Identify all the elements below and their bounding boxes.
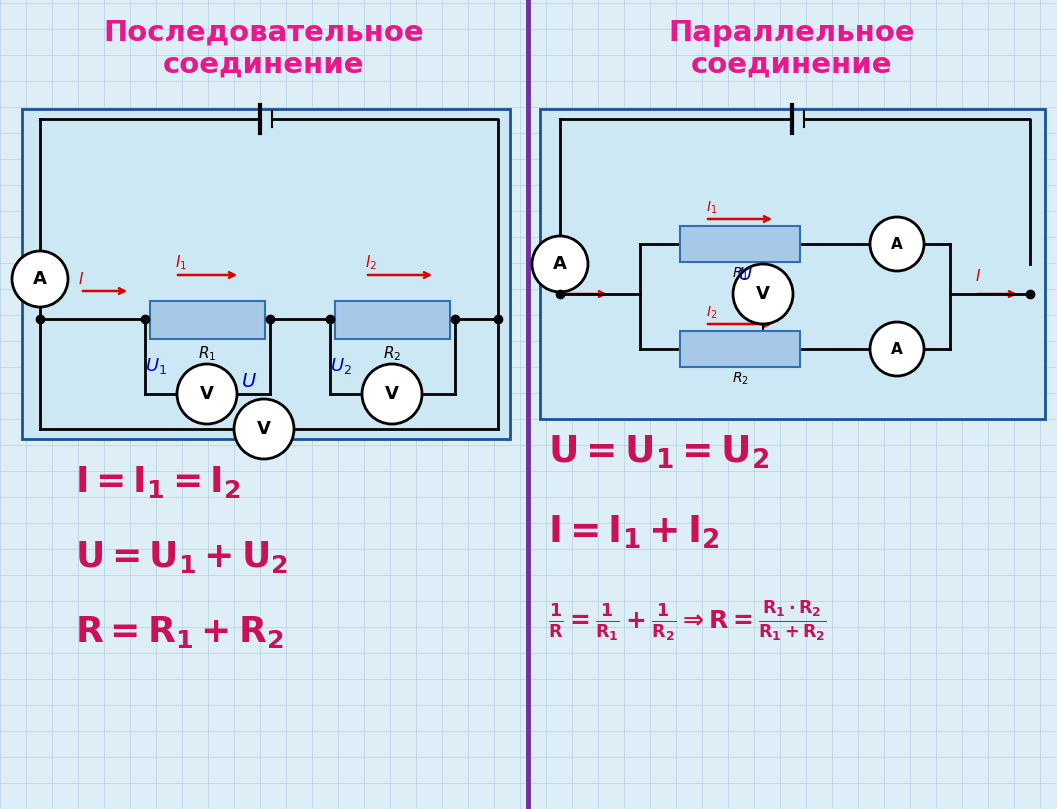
Text: $R_2$: $R_2$ xyxy=(384,344,402,362)
Text: Параллельное
соединение: Параллельное соединение xyxy=(669,19,915,78)
Text: $I$: $I$ xyxy=(558,268,564,284)
Text: $R_2$: $R_2$ xyxy=(731,371,748,388)
Text: $I_2$: $I_2$ xyxy=(365,253,377,272)
Text: $R_1$: $R_1$ xyxy=(731,266,748,282)
Text: V: V xyxy=(257,420,271,438)
Text: $I_2$: $I_2$ xyxy=(706,305,718,321)
Text: $\mathbf{U=U_1+U_2}$: $\mathbf{U=U_1+U_2}$ xyxy=(75,539,289,575)
Text: $\mathbf{\frac{1}{R} = \frac{1}{R_1} + \frac{1}{R_2}}$$\mathbf{\Rightarrow R = \: $\mathbf{\frac{1}{R} = \frac{1}{R_1} + \… xyxy=(548,599,827,642)
Text: $U_2$: $U_2$ xyxy=(330,356,352,376)
Text: $R_1$: $R_1$ xyxy=(199,344,217,362)
Circle shape xyxy=(870,322,924,376)
Circle shape xyxy=(532,236,588,292)
Text: V: V xyxy=(200,385,214,403)
Text: A: A xyxy=(891,236,903,252)
Text: $U_1$: $U_1$ xyxy=(145,356,167,376)
Circle shape xyxy=(733,264,793,324)
Bar xyxy=(22,109,509,439)
Bar xyxy=(680,331,800,367)
Circle shape xyxy=(177,364,237,424)
Text: Последовательное
соединение: Последовательное соединение xyxy=(104,19,424,78)
Circle shape xyxy=(12,251,68,307)
Text: $I_1$: $I_1$ xyxy=(175,253,187,272)
Text: $I_1$: $I_1$ xyxy=(706,200,718,216)
Text: $U$: $U$ xyxy=(738,266,753,284)
Text: $\mathbf{I = I_1 + I_2}$: $\mathbf{I = I_1 + I_2}$ xyxy=(548,514,720,551)
Circle shape xyxy=(361,364,422,424)
Circle shape xyxy=(234,399,294,459)
Text: $U$: $U$ xyxy=(241,372,257,391)
Text: $\mathbf{R=R_1+R_2}$: $\mathbf{R=R_1+R_2}$ xyxy=(75,614,284,650)
Text: A: A xyxy=(553,255,567,273)
Bar xyxy=(680,226,800,262)
Text: V: V xyxy=(756,285,769,303)
Text: A: A xyxy=(891,341,903,357)
Text: V: V xyxy=(385,385,398,403)
Text: $I$: $I$ xyxy=(78,271,85,287)
Text: $I$: $I$ xyxy=(975,268,981,284)
Bar xyxy=(540,109,1045,419)
Bar xyxy=(335,301,450,339)
Text: $\mathbf{I=I_1=I_2}$: $\mathbf{I=I_1=I_2}$ xyxy=(75,464,241,500)
Text: A: A xyxy=(33,270,47,288)
Text: $\mathbf{U = U_1 = U_2}$: $\mathbf{U = U_1 = U_2}$ xyxy=(548,434,769,472)
Circle shape xyxy=(870,217,924,271)
Bar xyxy=(150,301,265,339)
